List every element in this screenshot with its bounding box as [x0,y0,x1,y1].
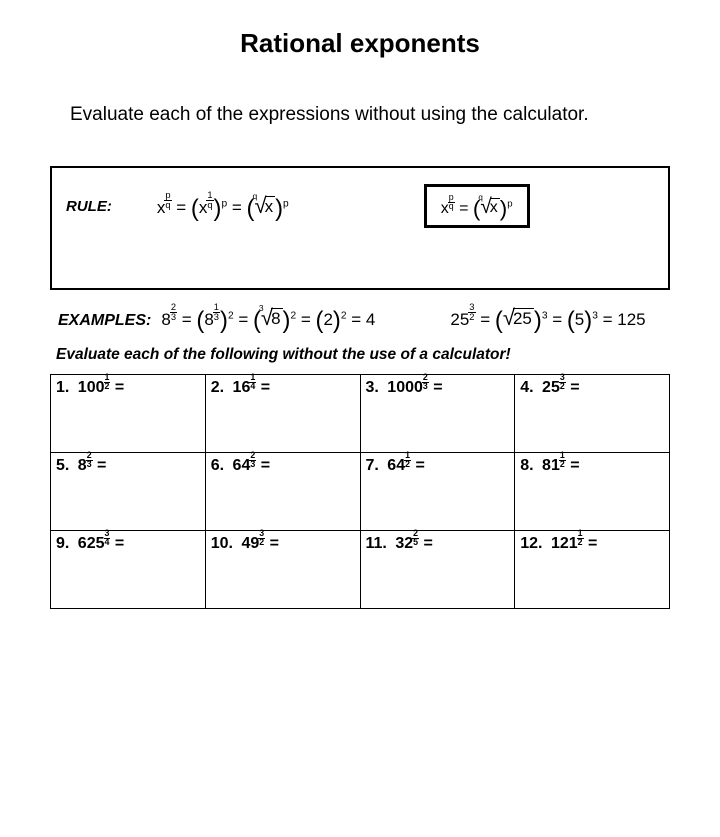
e1-ra: 8 [271,308,282,329]
example-2: 2532 = (√25)3 = (5)3 = 125 [450,304,645,332]
problems-table: 1. 10012 =2. 1614 =3. 100023 =4. 2532 =5… [50,374,670,609]
problem-expression: 62534 [78,535,111,553]
e2-sp: 3 [592,310,598,321]
e2-res: 125 [617,310,645,329]
problem-expression: 12112 [551,535,584,553]
problem-expression: 823 [78,457,93,475]
table-row: 1. 10012 =2. 1614 =3. 100023 =4. 2532 = [51,375,670,453]
problem-cell: 6. 6423 = [205,453,360,531]
e1-d: 3 [170,313,177,321]
rule-label: RULE: [66,198,112,215]
problem-expression: 100023 [387,379,429,397]
problem-number: 1. [56,379,69,396]
problem-number: 6. [211,457,224,474]
problem-cell: 12. 12112 = [515,531,670,609]
root-icon: 3√8 [261,305,283,331]
e2-rp: 3 [542,310,548,321]
e1-sb2: 2 [323,310,332,329]
problem-cell: 2. 1614 = [205,375,360,453]
page-title: Rational exponents [50,28,670,59]
rule-box: RULE: xpq = (x1q)p = (q√x)p xpq = (q√x)p [50,166,670,290]
e2-b: 25 [450,310,469,329]
problem-cell: 5. 823 = [51,453,206,531]
problem-number: 2. [211,379,224,396]
example-1: 823 = (813)2 = (3√8)2 = (2)2 = 4 [161,304,375,332]
root-icon: q√x [254,193,275,219]
worksheet-page: Rational exponents Evaluate each of the … [0,0,720,639]
f1-ra: x [265,196,276,217]
problem-cell: 3. 100023 = [360,375,515,453]
problem-number: 12. [520,535,542,552]
e2-ra: 25 [513,308,534,329]
rule-formula-1: xpq = (x1q)p = (q√x)p [157,192,289,220]
f1-op2: p [283,198,289,209]
problem-number: 3. [366,379,379,396]
examples-label: EXAMPLES: [58,312,151,330]
table-row: 9. 62534 =10. 4932 =11. 3225 =12. 12112 … [51,531,670,609]
e2-sb: 5 [575,310,584,329]
problem-number: 11. [366,535,387,552]
f2-op: p [507,199,512,210]
problem-cell: 11. 3225 = [360,531,515,609]
e1-rp: 2 [290,310,296,321]
problem-expression: 6423 [233,457,257,475]
problem-cell: 8. 8112 = [515,453,670,531]
problem-expression: 1614 [233,379,257,397]
problem-expression: 8112 [542,457,566,475]
f2-ra: x [490,198,500,217]
e1-sp2: 2 [341,310,347,321]
problem-cell: 1. 10012 = [51,375,206,453]
problem-number: 10. [211,535,233,552]
f1-op: p [221,198,227,209]
sub-instruction: Evaluate each of the following without t… [56,346,670,364]
problem-expression: 4932 [241,535,265,553]
e2-d: 2 [468,313,475,321]
problem-number: 5. [56,457,69,474]
problem-number: 4. [520,379,533,396]
e1-res: 4 [366,310,375,329]
root-icon: √25 [503,305,534,331]
rule-line: RULE: xpq = (x1q)p = (q√x)p xpq = (q√x)p [66,184,654,228]
problem-number: 8. [520,457,533,474]
problem-cell: 9. 62534 = [51,531,206,609]
rule-formula-2-box: xpq = (q√x)p [424,184,530,228]
problem-number: 7. [366,457,379,474]
main-instruction: Evaluate each of the expressions without… [70,104,650,126]
problem-cell: 4. 2532 = [515,375,670,453]
problem-cell: 7. 6412 = [360,453,515,531]
e1-sp: 2 [228,310,234,321]
e1-sd: 3 [213,313,220,321]
f2-d: q [448,203,455,211]
problem-number: 9. [56,535,69,552]
problem-cell: 10. 4932 = [205,531,360,609]
f1-d: q [164,201,171,209]
problem-expression: 2532 [542,379,566,397]
problem-expression: 6412 [387,457,411,475]
examples-line: EXAMPLES: 823 = (813)2 = (3√8)2 = (2)2 =… [58,304,670,332]
table-row: 5. 823 =6. 6423 =7. 6412 =8. 8112 = [51,453,670,531]
f1-id: q [206,201,213,209]
root-icon: q√x [480,195,499,219]
problem-expression: 3225 [395,535,419,553]
problem-expression: 10012 [78,379,111,397]
